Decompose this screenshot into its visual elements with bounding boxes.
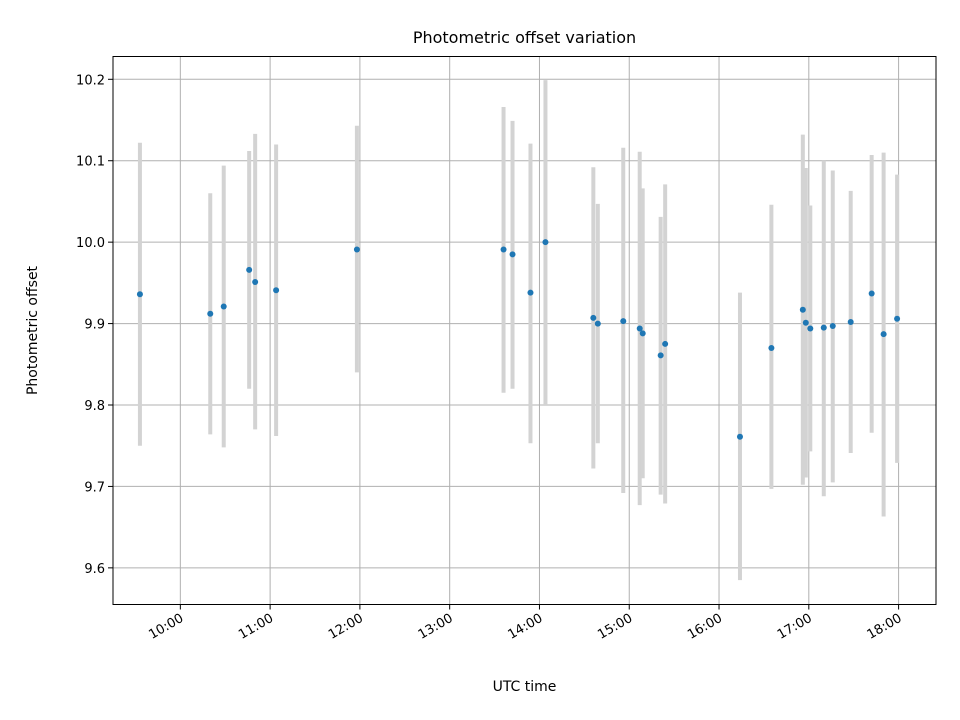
data-point — [802, 319, 809, 326]
data-point — [807, 325, 814, 332]
data-point — [847, 318, 854, 325]
data-point — [207, 310, 214, 317]
data-point — [246, 266, 253, 273]
y-tick-label: 10.2 — [76, 73, 105, 88]
data-point — [768, 345, 775, 352]
data-point — [594, 320, 601, 327]
data-point — [136, 291, 143, 298]
y-tick-label: 10.1 — [76, 155, 105, 170]
data-point — [620, 318, 627, 325]
data-point — [894, 315, 901, 322]
y-tick-label: 9.9 — [84, 318, 105, 333]
data-point — [657, 352, 664, 359]
chart-title: Photometric offset variation — [413, 28, 636, 47]
data-point — [273, 287, 280, 294]
data-point — [542, 239, 549, 246]
data-point — [636, 325, 643, 332]
data-point — [868, 290, 875, 297]
x-axis-label: UTC time — [493, 679, 557, 695]
data-point — [820, 324, 827, 331]
data-point — [509, 251, 516, 258]
data-point — [639, 330, 646, 337]
y-axis-label: Photometric offset — [25, 265, 41, 395]
data-point — [829, 323, 836, 330]
data-point — [353, 246, 360, 253]
y-tick-label: 9.8 — [84, 399, 105, 414]
data-point — [252, 279, 259, 286]
grid — [113, 56, 936, 605]
y-tick-label: 10.0 — [76, 236, 105, 251]
y-tick-label: 9.6 — [84, 562, 105, 577]
data-point — [880, 331, 887, 338]
data-points — [136, 239, 901, 440]
data-point — [220, 303, 227, 310]
y-tick-label: 9.7 — [84, 480, 105, 495]
data-point — [799, 306, 806, 313]
plot-frame — [112, 56, 937, 605]
y-axis-ticks: 9.6 9.7 9.8 9.9 10.0 10.1 10.2 — [76, 73, 113, 577]
data-point — [500, 246, 507, 253]
data-point — [590, 314, 597, 321]
data-point — [662, 340, 669, 347]
data-point — [527, 289, 534, 296]
data-point — [736, 433, 743, 440]
